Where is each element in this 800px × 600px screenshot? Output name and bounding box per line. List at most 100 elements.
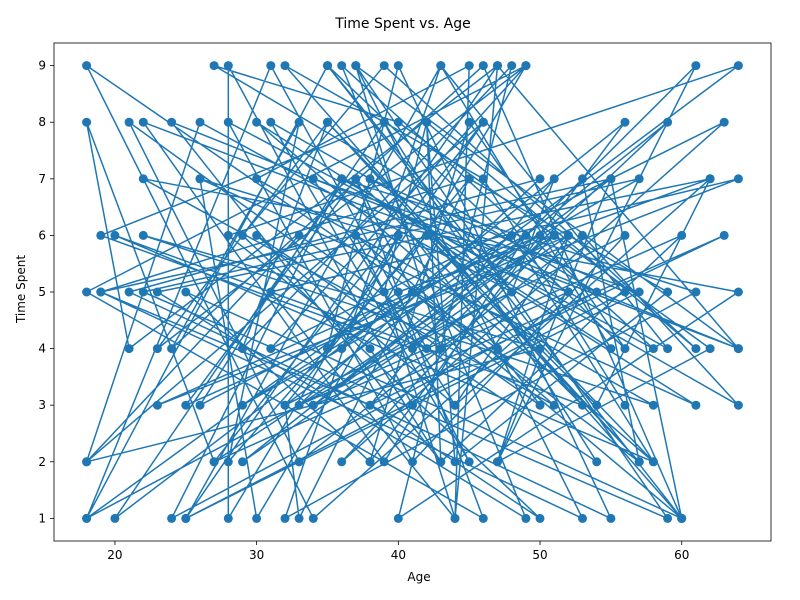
data-point [592, 400, 602, 410]
data-point [408, 457, 417, 467]
data-point [181, 400, 191, 410]
data-point [337, 174, 347, 184]
data-point [535, 513, 545, 523]
x-tick-label: 40 [391, 548, 406, 562]
data-point [82, 61, 92, 71]
data-point [478, 174, 488, 184]
y-tick-label: 7 [38, 172, 46, 186]
data-point [535, 174, 545, 184]
data-point [365, 344, 375, 354]
data-point [266, 117, 276, 127]
data-point [294, 457, 304, 467]
data-point [719, 117, 729, 127]
data-point [238, 230, 247, 240]
y-tick-label: 1 [38, 511, 46, 525]
data-point [620, 400, 630, 410]
data-point [393, 117, 403, 127]
data-point [280, 513, 290, 523]
data-point [124, 344, 134, 354]
data-point [705, 174, 715, 184]
data-point [337, 61, 347, 71]
data-point [507, 230, 517, 240]
data-point [733, 344, 743, 354]
data-point [294, 117, 304, 127]
data-point [450, 400, 460, 410]
data-point [620, 344, 630, 354]
data-point [266, 344, 276, 354]
data-point [450, 457, 460, 467]
data-point [521, 61, 531, 71]
data-point [691, 287, 701, 297]
data-point [365, 400, 375, 410]
data-point [535, 344, 545, 354]
data-point [294, 400, 304, 410]
data-point [209, 457, 219, 467]
x-tick-label: 50 [532, 548, 547, 562]
data-point [408, 344, 417, 354]
data-point [663, 117, 673, 127]
data-point [181, 513, 191, 523]
data-point [96, 230, 106, 240]
x-axis-label: Age [407, 570, 430, 584]
data-point [393, 287, 403, 297]
data-point [393, 61, 403, 71]
data-point [124, 117, 134, 127]
chart-title: Time Spent vs. Age [334, 16, 470, 32]
data-point [634, 287, 644, 297]
data-point [493, 344, 502, 354]
data-point [549, 174, 559, 184]
data-point [549, 230, 559, 240]
y-tick-label: 9 [38, 59, 46, 73]
data-point [464, 457, 474, 467]
data-point [379, 61, 389, 71]
data-point [82, 457, 92, 467]
data-point [252, 513, 262, 523]
data-point [648, 400, 658, 410]
data-point [351, 230, 361, 240]
data-point [578, 400, 587, 410]
data-point [436, 457, 446, 467]
y-tick-label: 2 [38, 455, 46, 469]
data-point [620, 287, 630, 297]
x-tick-label: 20 [107, 548, 122, 562]
data-point [124, 287, 134, 297]
data-point [181, 287, 191, 297]
data-point [323, 117, 332, 127]
data-point [592, 287, 602, 297]
data-point [507, 61, 517, 71]
y-tick-label: 5 [38, 285, 46, 299]
data-point [195, 174, 205, 184]
data-point [563, 230, 573, 240]
data-point [578, 513, 587, 523]
data-point [422, 230, 432, 240]
data-point [450, 513, 460, 523]
data-point [209, 61, 219, 71]
y-tick-label: 6 [38, 228, 46, 242]
data-point [365, 457, 375, 467]
data-point [365, 174, 375, 184]
series-line-0 [85, 64, 740, 520]
data-point [195, 400, 205, 410]
data-point [691, 344, 701, 354]
y-tick-label: 4 [38, 342, 46, 356]
data-point [308, 400, 318, 410]
data-point [252, 174, 262, 184]
data-point [478, 117, 488, 127]
data-point [223, 513, 233, 523]
data-point [663, 344, 673, 354]
data-point [549, 400, 559, 410]
data-point [691, 61, 701, 71]
data-point [606, 513, 616, 523]
data-point [96, 287, 106, 297]
data-point [82, 287, 92, 297]
data-point [138, 174, 148, 184]
data-point [677, 513, 687, 523]
data-point [379, 117, 389, 127]
data-point [223, 230, 233, 240]
data-point [422, 117, 432, 127]
data-point [733, 61, 743, 71]
data-point [195, 117, 205, 127]
data-point [351, 174, 361, 184]
data-point [521, 230, 531, 240]
data-point [252, 230, 262, 240]
